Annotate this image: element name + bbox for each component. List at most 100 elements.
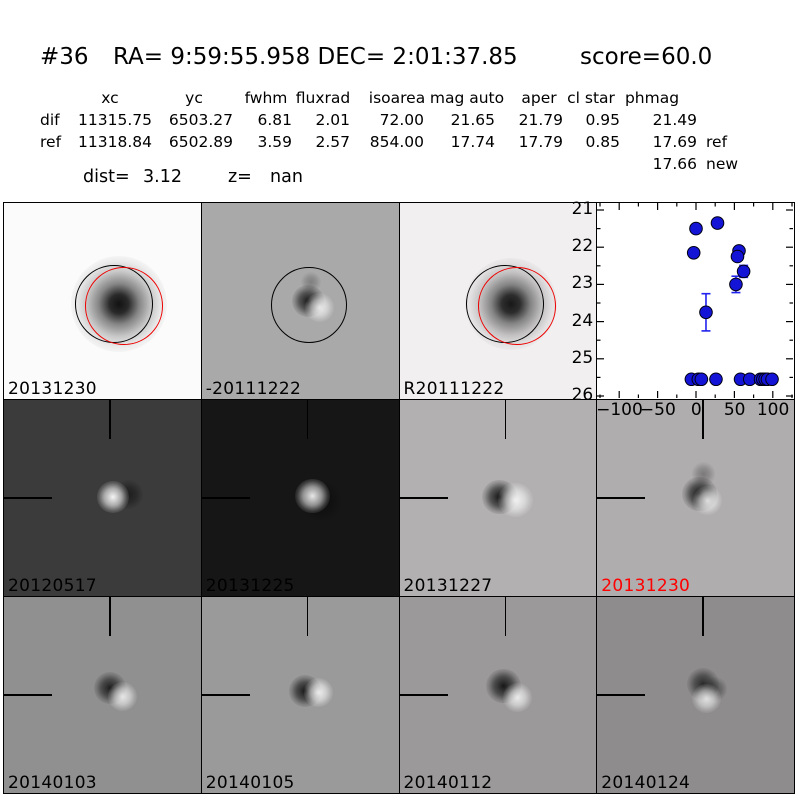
dist-label: dist=	[83, 167, 130, 187]
data-point	[699, 305, 714, 320]
x-axis-tick-label: 0	[690, 400, 702, 420]
panel-date-label: 20131227	[403, 576, 493, 596]
data-point	[729, 277, 743, 292]
crosshair-tick-vertical	[702, 597, 704, 636]
cutout-panel-R20111222: R20111222	[399, 203, 597, 399]
data-point	[687, 245, 701, 260]
data-point	[765, 372, 780, 387]
table-value: 17.66	[652, 155, 697, 173]
column-header-mag-auto: mag auto	[429, 89, 505, 107]
panel-date-label: 20131230	[601, 576, 691, 596]
cutout-panel-20131230: 20131230	[4, 203, 201, 399]
source-blob-light	[97, 481, 129, 513]
table-value: 2.57	[315, 133, 350, 151]
column-header-fwhm: fwhm	[244, 89, 288, 107]
crosshair-tick-horizontal	[4, 497, 52, 499]
value-suffix: new	[706, 155, 739, 173]
crosshair-tick-horizontal	[201, 694, 250, 696]
table-value: 21.79	[518, 111, 563, 129]
data-point	[730, 249, 745, 264]
crosshair-tick-horizontal	[399, 497, 448, 499]
cutout-panel-20120517: 20120517	[4, 400, 201, 596]
source-blob-light	[503, 682, 532, 712]
dist-redshift-line: dist= 3.12 z= nan	[0, 167, 500, 189]
column-header-isoarea: isoarea	[368, 89, 426, 107]
crosshair-tick-horizontal	[597, 497, 646, 499]
source-blob-dark	[691, 462, 715, 486]
crosshair-tick-vertical	[109, 400, 111, 439]
cutout-grid: 20131230 -20111222 R20111222 −100 −50 0 50 100 2…	[3, 199, 795, 794]
data-point	[737, 264, 751, 279]
source-blob-light	[304, 677, 334, 707]
crosshair-tick-horizontal	[597, 694, 646, 696]
column-header-xc: xc	[101, 89, 119, 107]
redshift-label: z=	[228, 167, 252, 187]
lightcurve-plot	[597, 203, 794, 398]
source-blob-light	[691, 683, 721, 713]
figure-title: #36 RA= 9:59:55.958 DEC= 2:01:37.85 scor…	[0, 44, 800, 74]
panel-date-label: 20131225	[205, 576, 295, 596]
table-value: 11315.75	[78, 111, 152, 129]
data-point	[689, 221, 704, 236]
table-value: 11318.84	[78, 133, 152, 151]
candidate-id: #36	[40, 44, 89, 70]
table-value: 21.49	[652, 111, 697, 129]
data-point	[710, 216, 725, 230]
panel-date-label: 20131230	[8, 379, 97, 399]
source-blob-light	[295, 478, 331, 514]
data-point	[709, 372, 724, 387]
crosshair-tick-vertical	[109, 597, 111, 636]
data-point	[694, 372, 709, 387]
crosshair-tick-vertical	[504, 597, 506, 636]
y-axis-tick-label: 25	[571, 347, 594, 368]
cutout-panel-20140124: 20140124	[597, 597, 794, 793]
panel-date-label: -20111222	[205, 379, 302, 399]
table-value: 17.79	[518, 133, 563, 151]
crosshair-tick-vertical	[306, 597, 309, 636]
column-header-fluxrad: fluxrad	[295, 89, 351, 107]
panel-date-label: R20111222	[403, 379, 505, 399]
crosshair-tick-vertical	[702, 400, 704, 439]
table-value: 2.01	[315, 111, 350, 129]
y-axis-tick-label: 23	[571, 273, 594, 294]
y-axis-tick-label: 26	[571, 385, 594, 405]
crosshair-tick-vertical	[504, 400, 506, 439]
x-axis-tick-label: 50	[723, 400, 746, 420]
source-blob-light	[107, 681, 137, 711]
table-value: 6502.89	[168, 133, 233, 151]
row-label: dif	[40, 111, 60, 129]
column-header-cl-star: cl star	[567, 89, 615, 107]
cutout-panel-20131227: 20131227	[399, 400, 597, 596]
aperture-circle-black	[270, 267, 347, 343]
table-value: 6503.27	[168, 111, 233, 129]
table-value: 0.85	[585, 133, 620, 151]
table-value: 21.65	[450, 111, 495, 129]
cutout-panel-20131230: 20131230	[597, 400, 794, 596]
cutout-panel-20131225: 20131225	[201, 400, 399, 596]
lightcurve-plot-panel: −100 −50 0 50 100 21 22 23 24 25 26	[572, 199, 794, 420]
redshift-value: nan	[270, 167, 303, 187]
x-axis-tick-label: 100	[756, 400, 790, 420]
table-value: 17.69	[652, 133, 697, 151]
aperture-circle-red	[85, 267, 163, 345]
table-value: 72.00	[379, 111, 424, 129]
y-axis-tick-label: 21	[571, 199, 594, 219]
column-header-phmag: phmag	[624, 89, 680, 107]
table-value: 854.00	[369, 133, 424, 151]
table-value: 0.95	[585, 111, 620, 129]
row-label: ref	[40, 133, 62, 151]
panel-date-label: 20140103	[8, 773, 97, 793]
x-axis-tick-label: −100	[596, 400, 643, 420]
value-suffix: ref	[706, 133, 728, 151]
crosshair-tick-horizontal	[201, 497, 250, 499]
table-value: 17.74	[450, 133, 495, 151]
x-axis-tick-label: −50	[639, 400, 676, 420]
dist-value: 3.12	[143, 167, 182, 187]
source-blob-light	[498, 482, 533, 518]
column-header-aper: aper	[521, 89, 557, 107]
y-axis-tick-label: 22	[571, 236, 594, 257]
y-axis-tick-label: 24	[571, 310, 594, 331]
panel-date-label: 20140112	[403, 773, 493, 793]
source-blob-light	[692, 485, 722, 515]
cutout-panel--20111222: -20111222	[201, 203, 399, 399]
